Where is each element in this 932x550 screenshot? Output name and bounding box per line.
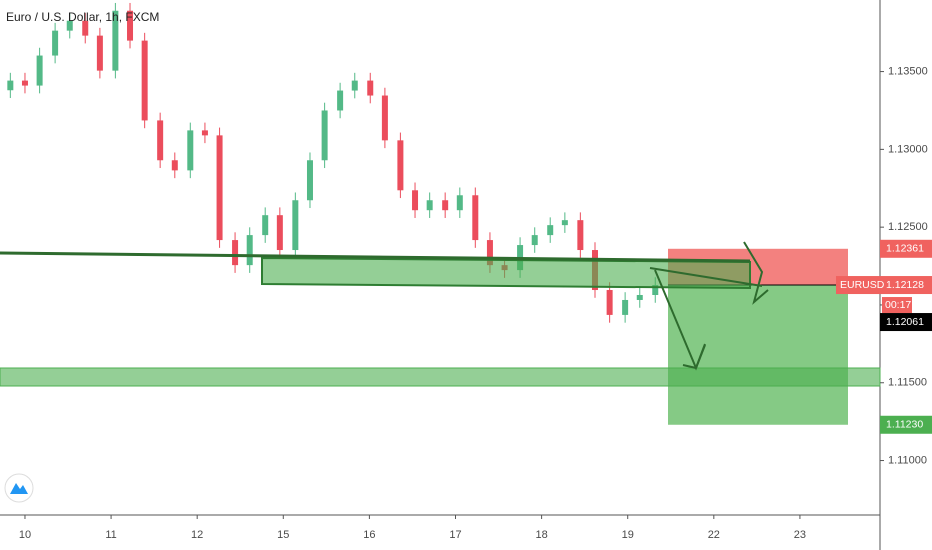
candle-body bbox=[337, 90, 344, 111]
candle-body bbox=[426, 200, 433, 211]
candle-body bbox=[351, 80, 358, 91]
price-label: 1.12128 bbox=[886, 279, 924, 291]
candle-body bbox=[577, 220, 584, 251]
candle-body bbox=[262, 215, 269, 236]
candle-body bbox=[321, 110, 328, 161]
price-label-bg bbox=[880, 313, 932, 332]
candle-body bbox=[171, 160, 178, 171]
candle-body bbox=[216, 135, 223, 241]
candle-body bbox=[52, 30, 59, 56]
candle-body bbox=[112, 10, 119, 71]
chart-title: Euro / U.S. Dollar, 1h, FXCM bbox=[6, 10, 159, 24]
candle-body bbox=[157, 120, 164, 161]
candle-body bbox=[412, 190, 419, 211]
y-tick-label: 1.13000 bbox=[888, 143, 928, 155]
candle-body bbox=[381, 95, 388, 141]
arrow-head bbox=[682, 343, 706, 369]
arrow bbox=[743, 241, 769, 305]
x-tick-label: 23 bbox=[794, 529, 806, 541]
candle-body bbox=[547, 225, 554, 236]
countdown-bg bbox=[882, 297, 912, 314]
y-tick-label: 1.12500 bbox=[888, 221, 928, 233]
candle-body bbox=[367, 80, 374, 96]
symbol-tag-bg bbox=[836, 276, 880, 295]
candle-body bbox=[66, 20, 73, 31]
x-tick-label: 11 bbox=[105, 529, 116, 541]
trend-line bbox=[0, 251, 751, 263]
x-tick-label: 10 bbox=[19, 529, 31, 541]
price-label: 1.11230 bbox=[886, 419, 923, 431]
candle-body bbox=[276, 215, 283, 251]
candle-body bbox=[141, 40, 148, 121]
candle-body bbox=[561, 220, 568, 226]
x-tick-label: 22 bbox=[708, 529, 720, 541]
y-tick-label: 1.13500 bbox=[888, 65, 928, 77]
price-label: 1.12361 bbox=[886, 243, 924, 255]
candle-body bbox=[187, 130, 194, 171]
candle-body bbox=[82, 20, 89, 36]
countdown: 00:17 bbox=[885, 299, 911, 311]
target-zone bbox=[668, 285, 848, 425]
candle-body bbox=[36, 55, 43, 86]
x-tick-label: 18 bbox=[535, 529, 547, 541]
y-tick-label: 1.11000 bbox=[888, 454, 927, 466]
x-tick-label: 19 bbox=[622, 529, 634, 541]
demand-zone bbox=[0, 367, 881, 387]
candle-body bbox=[232, 240, 239, 266]
arrow bbox=[649, 267, 763, 287]
logo-icon bbox=[10, 483, 28, 494]
price-label-bg bbox=[880, 276, 932, 295]
candle-body bbox=[652, 285, 659, 295]
candle-body bbox=[246, 235, 253, 266]
candle-body bbox=[397, 140, 404, 191]
x-tick-label: 12 bbox=[191, 529, 203, 541]
candle-body bbox=[442, 200, 449, 211]
price-label: 1.12061 bbox=[886, 316, 924, 328]
candle-body bbox=[606, 290, 613, 315]
candle-body bbox=[127, 10, 134, 41]
candle-body bbox=[21, 80, 28, 86]
candle-body bbox=[96, 35, 103, 71]
x-tick-label: 17 bbox=[449, 529, 461, 541]
candle-body bbox=[201, 130, 208, 136]
candle-body bbox=[7, 80, 14, 91]
x-tick-label: 15 bbox=[277, 529, 289, 541]
candle-body bbox=[456, 195, 463, 211]
candle-body bbox=[472, 195, 479, 241]
x-tick-label: 16 bbox=[363, 529, 375, 541]
candle-body bbox=[306, 160, 313, 201]
candle-body bbox=[531, 235, 538, 246]
symbol-tag: EURUSD bbox=[840, 279, 885, 291]
candle-body bbox=[486, 240, 493, 266]
price-label-bg bbox=[880, 239, 932, 258]
price-label-bg bbox=[880, 415, 932, 434]
axes: 1.135001.130001.1250011.115001.110001011… bbox=[19, 65, 932, 541]
candle-body bbox=[292, 200, 299, 251]
candle-body bbox=[636, 294, 643, 300]
candle-body bbox=[622, 299, 629, 315]
y-tick-label: 1.11500 bbox=[888, 377, 927, 389]
